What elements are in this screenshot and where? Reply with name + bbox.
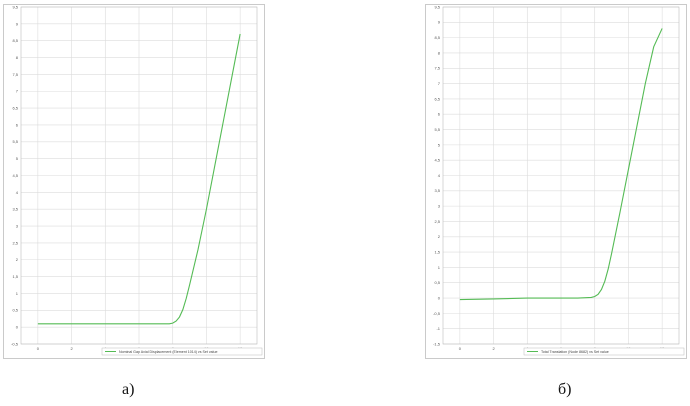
chart-a-ytick-19: 9: [16, 21, 19, 26]
chart-b-series-line-0: [459, 28, 663, 301]
chart-a-ytick-8: 3,5: [12, 207, 18, 212]
chart-a: -0,5 0 0,5 1 1,5 2 2,5 3 3,5 4 4,5 5 5,5 6 6,5 7 7,5 8 8,5…: [3, 4, 265, 359]
caption-a: а): [122, 381, 135, 398]
chart-b-legend: [523, 347, 685, 356]
chart-b-ytick-7: 2: [438, 234, 441, 239]
chart-b-ytick-13: 5: [438, 142, 441, 147]
chart-a-ytick-12: 5,5: [12, 139, 18, 144]
chart-a-ytick-13: 6: [16, 122, 19, 127]
chart-b-frame: [425, 4, 687, 359]
chart-b-xtick-1: 2: [492, 346, 495, 351]
chart-b-ytick-11: 4: [438, 173, 441, 178]
chart-a-ytick-0: -0,5: [11, 341, 19, 346]
chart-a-ytick-1: 0: [16, 325, 19, 330]
chart-a-ytick-10: 4,5: [12, 173, 18, 178]
chart-b: -1,5 -1 -0,5 0 0,5 1 1,5 2 2,5 3 3,5 4 4,5 5 5,5 6 6,5 7 7…: [425, 4, 687, 359]
chart-b-ytick-12: 4,5: [434, 158, 440, 163]
chart-b-ytick-22: 9,5: [434, 4, 440, 9]
chart-b-ytick-14: 5,5: [434, 127, 440, 132]
chart-b-ytick-1: -1: [436, 326, 440, 331]
chart-b-ytick-21: 9: [438, 20, 441, 25]
chart-b-ytick-10: 3,5: [434, 188, 440, 193]
chart-a-ytick-5: 2: [16, 257, 19, 262]
chart-a-ytick-6: 2,5: [12, 240, 18, 245]
chart-a-ytick-20: 9,5: [12, 4, 18, 9]
chart-b-ytick-16: 6,5: [434, 96, 440, 101]
chart-b-ytick-8: 2,5: [434, 219, 440, 224]
chart-a-frame: [3, 4, 265, 359]
chart-a-plot-area: [20, 6, 258, 345]
chart-b-ytick-19: 8: [438, 50, 441, 55]
chart-b-plot-area: [442, 6, 680, 345]
chart-b-xtick-0: 0: [459, 346, 462, 351]
chart-a-ytick-4: 1,5: [12, 274, 18, 279]
chart-a-ytick-7: 3: [16, 223, 19, 228]
chart-a-xtick-1: 2: [70, 346, 73, 351]
chart-b-ytick-15: 6: [438, 112, 441, 117]
caption-b: б): [558, 381, 572, 398]
chart-b-ytick-17: 7: [438, 81, 441, 86]
chart-a-legend-label: Nominal Gap Axial Displacement (Element …: [119, 350, 217, 354]
chart-a-ytick-14: 6,5: [12, 106, 18, 111]
chart-a-ytick-11: 5: [16, 156, 19, 161]
chart-a-ytick-16: 7,5: [12, 72, 18, 77]
chart-b-ytick-2: -0,5: [433, 311, 441, 316]
chart-a-ytick-17: 8: [16, 55, 19, 60]
chart-b-ytick-5: 1: [438, 265, 441, 270]
chart-a-ytick-15: 7: [16, 89, 19, 94]
chart-b-ytick-3: 0: [438, 295, 441, 300]
chart-a-xtick-0: 0: [37, 346, 40, 351]
chart-a-ytick-2: 0,5: [12, 308, 18, 313]
chart-a-ytick-18: 8,5: [12, 38, 18, 43]
chart-a-legend: [101, 347, 263, 356]
chart-b-ytick-18: 7,5: [434, 66, 440, 71]
chart-b-ytick-9: 3: [438, 204, 441, 209]
chart-b-ytick-6: 1,5: [434, 249, 440, 254]
chart-a-svg: -0,5 0 0,5 1 1,5 2 2,5 3 3,5 4 4,5 5 5,5 6 6,5 7 7,5 8 8,5…: [3, 4, 265, 359]
chart-b-ytick-4: 0,5: [434, 280, 440, 285]
chart-b-svg: -1,5 -1 -0,5 0 0,5 1 1,5 2 2,5 3 3,5 4 4,5 5 5,5 6 6,5 7 7…: [425, 4, 687, 359]
chart-a-ytick-9: 4: [16, 190, 19, 195]
chart-b-ytick-0: -1,5: [433, 341, 441, 346]
chart-a-ytick-3: 1: [16, 291, 19, 296]
chart-b-ytick-20: 8,5: [434, 35, 440, 40]
chart-a-series-line-0: [37, 33, 241, 325]
chart-b-legend-label: Total Translation (Node 8682) vs Set val…: [541, 350, 609, 354]
